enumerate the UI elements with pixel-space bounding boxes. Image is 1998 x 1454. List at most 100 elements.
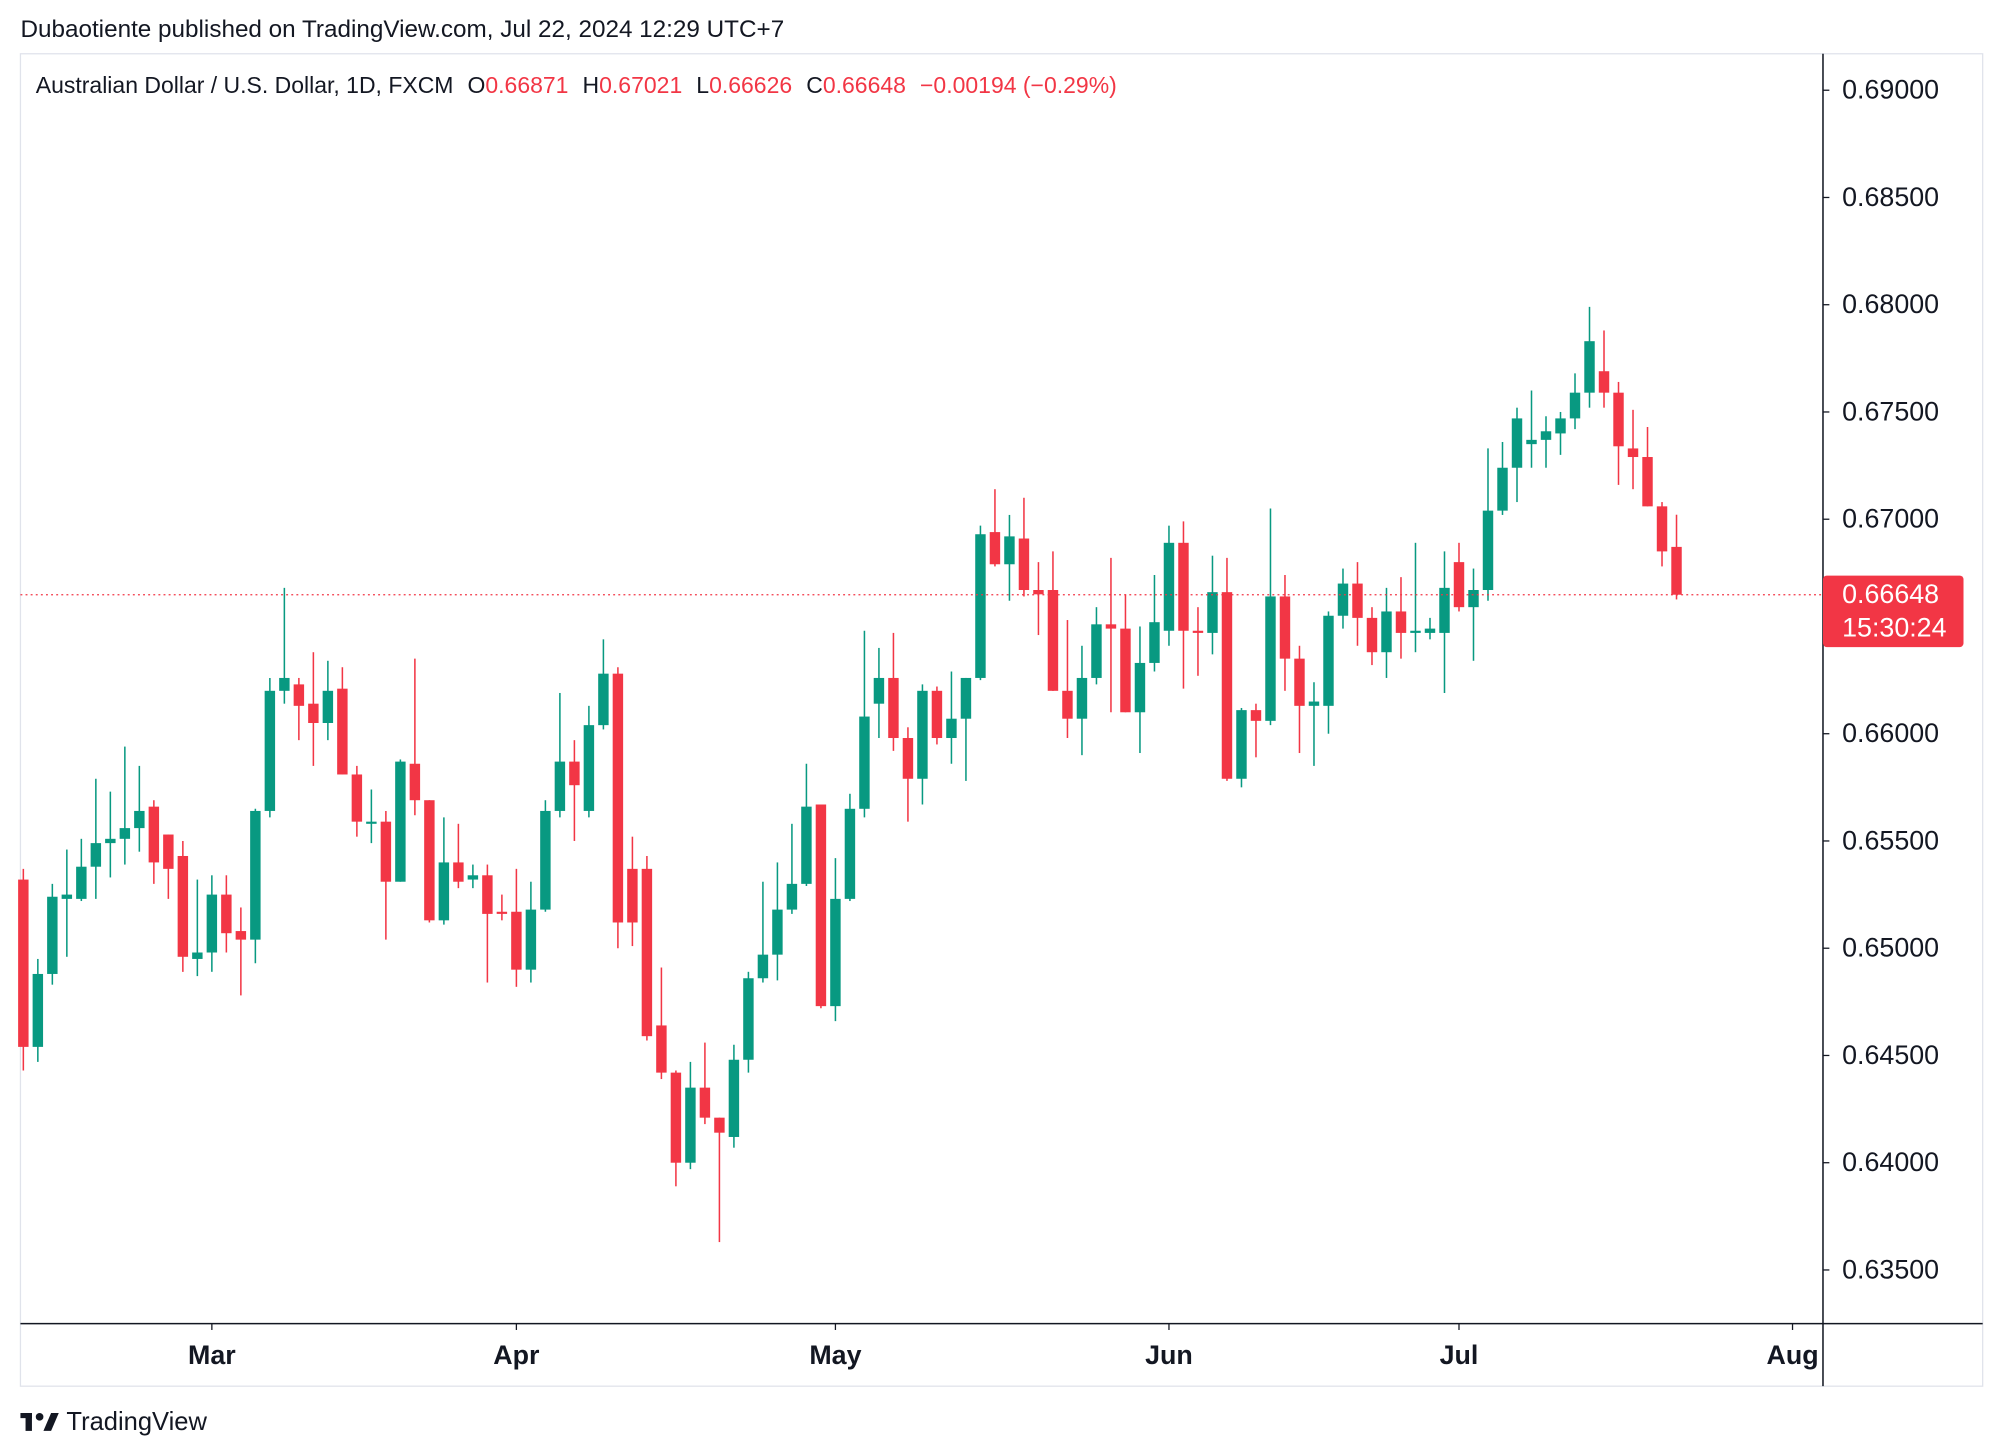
- candle-body: [1076, 677, 1088, 719]
- ohlc-label: C: [806, 72, 823, 98]
- candle-body: [902, 738, 914, 779]
- candle-body: [685, 1087, 696, 1163]
- candle-body: [1613, 392, 1624, 447]
- candle-body: [525, 909, 537, 970]
- change: −0.00194 (−0.29%): [920, 72, 1117, 98]
- candle-body: [1163, 542, 1175, 631]
- candle-body: [1279, 596, 1291, 659]
- ohlc-value: 0.67021: [599, 72, 682, 98]
- candle-body: [264, 690, 276, 811]
- candle-body: [1149, 622, 1160, 663]
- brand-logo: [20, 1413, 59, 1431]
- candle-body: [670, 1072, 682, 1163]
- candle-body: [221, 894, 232, 934]
- y-tick-label: 0.67000: [1842, 504, 1939, 534]
- candle-body: [1120, 628, 1131, 713]
- candle-body: [801, 806, 812, 884]
- candle-body: [351, 774, 363, 822]
- candle-body: [1091, 624, 1102, 678]
- candle-body: [250, 810, 261, 940]
- candle-body: [1395, 611, 1407, 633]
- candle-body: [1178, 542, 1189, 631]
- candle-body: [1671, 546, 1682, 595]
- candle-body: [1555, 418, 1566, 434]
- candle-body: [177, 855, 189, 957]
- candle-body: [105, 838, 116, 844]
- x-tick-label: May: [809, 1340, 861, 1370]
- candle-body: [1497, 467, 1508, 511]
- candle-body: [569, 761, 580, 786]
- candle-body: [293, 684, 305, 706]
- candle-body: [467, 875, 479, 880]
- candle-body: [1569, 392, 1581, 419]
- candle-body: [917, 690, 928, 779]
- candle-body: [1584, 341, 1595, 393]
- price-badge-value: 0.66648: [1842, 579, 1939, 609]
- ohlc-value: 0.66648: [823, 72, 906, 98]
- candle-body: [1540, 431, 1552, 440]
- candle-body: [206, 894, 218, 953]
- x-tick-label: Aug: [1766, 1340, 1818, 1370]
- candle-body: [1105, 624, 1117, 629]
- candle-body: [989, 532, 1001, 565]
- candle-body: [1047, 590, 1059, 691]
- x-tick-label: Jul: [1440, 1340, 1479, 1370]
- candle-body: [1134, 662, 1146, 713]
- candle-body: [699, 1087, 711, 1118]
- candle-body: [1062, 690, 1073, 719]
- candle-body: [1468, 590, 1479, 608]
- price-badge-countdown: 15:30:24: [1842, 612, 1946, 642]
- ohlc-label: H: [583, 72, 600, 98]
- candle-body: [1018, 538, 1030, 591]
- candle-body: [946, 718, 957, 739]
- ohlc-label: L: [696, 72, 709, 98]
- candle-body: [540, 810, 551, 910]
- y-tick-label: 0.65500: [1842, 825, 1939, 855]
- candle-body: [1453, 562, 1465, 608]
- candle-body: [815, 804, 827, 1007]
- candle-body: [1642, 457, 1653, 507]
- candle-body: [1482, 510, 1494, 591]
- candle-body: [438, 862, 450, 921]
- candle-body: [1207, 592, 1218, 633]
- candle-body: [47, 896, 58, 974]
- symbol: Australian Dollar / U.S. Dollar, 1D, FXC…: [36, 72, 454, 98]
- candle-body: [975, 534, 986, 678]
- candle-body: [888, 677, 899, 739]
- candle-body: [1410, 630, 1421, 633]
- candle-body: [772, 909, 783, 955]
- candle-body: [583, 725, 595, 811]
- candle-body: [496, 911, 508, 914]
- candle-body: [1352, 583, 1363, 618]
- candle-body: [859, 716, 870, 809]
- candle-body: [1439, 587, 1450, 633]
- candle-body: [873, 677, 885, 704]
- y-tick-label: 0.65000: [1842, 933, 1939, 963]
- candle-body: [322, 690, 334, 723]
- brand: TradingView: [66, 1408, 207, 1436]
- candle-body: [61, 894, 73, 899]
- ohlc-value: 0.66626: [709, 72, 792, 98]
- candle-body: [1265, 596, 1276, 721]
- candle-body: [1236, 710, 1247, 779]
- candle-body: [1598, 371, 1610, 393]
- candle-body: [1424, 628, 1436, 633]
- candle-body: [1308, 701, 1320, 706]
- candle-body: [409, 763, 421, 801]
- y-tick-label: 0.64500: [1842, 1040, 1939, 1070]
- price-badge: [1822, 575, 1964, 648]
- y-tick-label: 0.66000: [1842, 718, 1939, 748]
- candle-body: [308, 703, 319, 723]
- candle-body: [1511, 418, 1523, 468]
- candle-body: [1221, 592, 1233, 779]
- legend-header: Australian Dollar / U.S. Dollar, 1D, FXC…: [36, 72, 1117, 98]
- candle-body: [395, 761, 406, 882]
- candle-body: [641, 868, 653, 1037]
- candle-body: [757, 954, 769, 979]
- x-tick-label: Mar: [188, 1340, 236, 1370]
- y-tick-label: 0.68500: [1842, 182, 1939, 212]
- x-tick-label: Apr: [493, 1340, 540, 1370]
- candle-body: [1250, 710, 1262, 721]
- candle-body: [1337, 583, 1349, 616]
